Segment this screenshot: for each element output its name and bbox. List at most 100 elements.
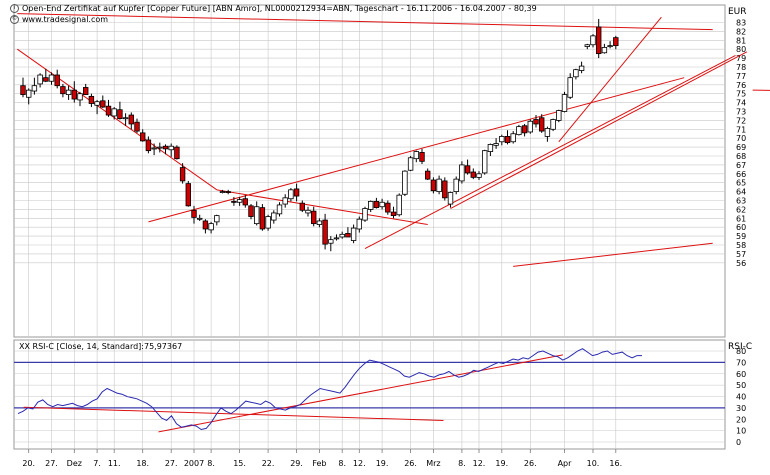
trend-line [513,242,713,267]
candle-body-up [453,178,459,192]
candle-body-up [516,126,522,136]
candle-body-up [413,151,419,160]
x-tick-label: Dez [67,459,82,468]
source-credit-text: www.tradesignal.com [22,15,109,24]
price-tick-label: 56 [736,259,746,268]
rsi-tick-label: 70 [736,358,746,367]
candle-body-up [367,200,374,210]
candle-body-up [459,164,465,182]
candle-body-up [356,218,362,230]
candle-body-up [339,233,345,238]
price-grid [14,5,725,337]
x-tick-label: 19. [376,459,389,468]
candle-body-down [310,210,317,225]
candle-body-up [208,223,214,231]
price-tick-label: 73 [736,108,746,117]
candle-body-up [253,206,260,225]
candle-body-up [396,194,402,216]
candle-body-down [83,87,89,95]
rsi-series-line [17,348,642,431]
x-tick-label: 27. [165,459,178,468]
rsi-line [17,348,642,431]
candle-body-down [424,170,431,180]
candle-body-down [88,95,95,104]
candle-body-up [65,89,72,95]
candle-body-up [607,45,613,48]
candle-body-up [487,144,494,152]
x-tick-label: 2007 [184,459,204,468]
candle-body-down [242,198,248,206]
candle-body-up [328,239,334,244]
x-tick-label: Feb [312,459,326,468]
price-tick-label: 83 [736,19,746,28]
x-tick-label: 29. [290,459,303,468]
candle-body-up [25,89,32,98]
x-tick-label: 20. [22,459,35,468]
candle-body-down [231,200,237,203]
rsi-tick-label: 50 [736,381,746,390]
price-tick-label: 74 [736,99,746,108]
candle-body-down [117,109,123,120]
price-tick-label: 61 [736,214,746,223]
price-tick-label: 66 [736,170,746,179]
candle-body-down [539,117,545,132]
candles [20,18,619,252]
candle-body-down [470,171,476,178]
candle-body-up [601,47,608,54]
candle-body-up [407,157,414,171]
x-tick-label: 10. [587,459,600,468]
chart-title-text: Open-End Zertifikat auf Kupfer [Copper F… [22,4,537,13]
candle-body-down [174,146,180,160]
rsi-tick-label: 80 [736,347,746,356]
candle-body-up [48,74,55,82]
chart-title: i Open-End Zertifikat auf Kupfer [Copper … [10,4,537,13]
candle-body-up [157,146,163,149]
rsi-axis: 0 10 20 30 40 50 60 70 80 [736,347,746,447]
candle-body-up [236,199,243,203]
candle-body-down [128,114,134,125]
rsi-panel-label: XX RSI-C [Close, 14, Standard]:75,97367 [19,342,182,351]
rsi-tick-label: 40 [736,393,746,402]
rsi-trend-line [158,354,563,433]
price-tick-label: 64 [736,188,746,197]
candle-body-down [225,191,231,194]
candle-body-up [265,216,271,229]
x-tick-label: 11. [108,459,121,468]
candle-body-up [288,189,294,200]
candle-body-up [510,133,516,143]
trend-line [558,16,662,143]
price-tick-label: 68 [736,152,746,161]
candle-body-down [430,179,437,192]
candle-body-down [385,202,391,213]
candle-body-down [105,105,112,116]
candle-body-up [94,101,100,106]
candle-body-up [550,119,556,130]
rsi-tick-label: 10 [736,427,746,436]
candle-body-down [100,100,106,108]
candle-body-up [447,192,454,205]
candle-body-up [567,77,573,98]
candle-body-down [390,211,397,217]
candle-body-down [185,183,191,207]
price-tick-label: 69 [736,143,746,152]
candle-body-down [521,125,528,134]
candle-body-down [139,132,146,142]
price-tick-label: 60 [736,223,746,232]
candle-body-down [202,220,209,230]
candle-body-down [43,77,49,82]
candle-body-down [345,233,351,238]
rsi-panel: 0 10 20 30 40 50 60 70 80 [13,339,746,450]
candle-body-down [162,145,169,150]
candle-body-down [442,180,448,199]
rsi-trend-lines [23,354,563,433]
candle-body-up [37,74,43,85]
copyright-icon: © [10,15,19,24]
candle-body-down [419,152,425,162]
rsi-tick-label: 0 [736,438,741,447]
price-tick-label: 82 [736,27,746,36]
x-tick-label: 12. [473,459,486,468]
x-tick-label: 18. [136,459,149,468]
candle-body-down [60,86,66,95]
rsi-tick-label: 20 [736,415,746,424]
trend-line [17,48,218,191]
